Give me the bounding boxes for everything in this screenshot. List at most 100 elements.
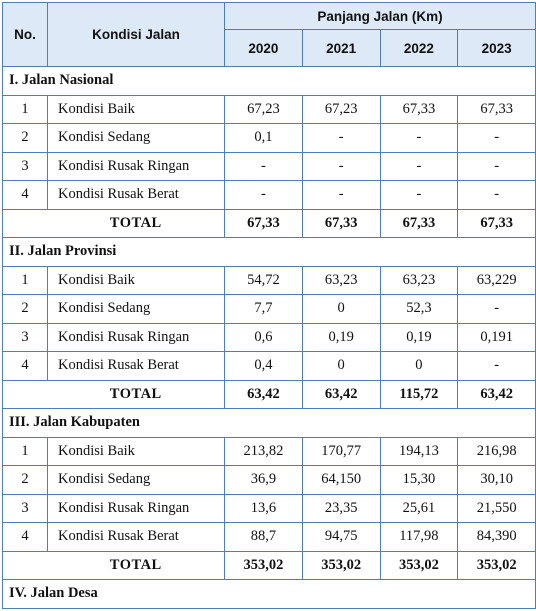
row-number: 3 <box>2 151 48 181</box>
total-value-2023: 67,33 <box>457 208 536 238</box>
table-row: 2 Kondisi Sedang 7,7 0 52,3- <box>2 294 536 324</box>
row-value-2021: 67,23 <box>301 94 381 124</box>
table-row: 4 Kondisi Rusak Berat - - - - <box>2 180 536 210</box>
row-value-2022: 15,30 <box>379 465 459 495</box>
header-no: No. <box>2 2 48 67</box>
total-value-2020: 353,02 <box>224 550 303 580</box>
table-header: No. Kondisi Jalan Panjang Jalan (Km) 202… <box>2 2 536 67</box>
row-value-2023: 0,191 <box>457 322 536 352</box>
section-title: I. Jalan Nasional <box>1 66 536 96</box>
row-kondisi: Kondisi Rusak Ringan <box>47 493 225 523</box>
row-value-2023: - <box>457 351 536 381</box>
total-row: TOTAL 353,02 353,02 353,02 353,02 <box>2 550 536 580</box>
total-value-2022: 67,33 <box>379 208 459 238</box>
row-value-2022: - <box>379 123 459 153</box>
row-value-2023: - <box>457 151 536 181</box>
row-kondisi: Kondisi Sedang <box>47 123 225 153</box>
row-value-2023: - <box>457 294 536 324</box>
total-row: TOTAL 67,33 67,33 67,33 67,33 <box>2 208 536 238</box>
table-row: 3 Kondisi Rusak Ringan 0,6 0,19 0,19 0,191 <box>2 322 536 352</box>
row-value-2020: 0,1 <box>224 123 303 153</box>
row-value-2021: - <box>301 151 381 181</box>
row-value-2023: - <box>457 180 536 210</box>
total-value-2021: 353,02 <box>301 550 381 580</box>
row-kondisi: Kondisi Rusak Berat <box>47 351 225 381</box>
total-label: TOTAL <box>47 208 225 238</box>
row-value-2022: - <box>379 151 459 181</box>
header-year-2021: 2021 <box>301 29 381 67</box>
row-value-2022: 52,3 <box>379 294 459 324</box>
total-blank-cell <box>2 550 48 580</box>
row-kondisi: Kondisi Rusak Ringan <box>47 322 225 352</box>
total-value-2022: 353,02 <box>379 550 459 580</box>
header-year-2020: 2020 <box>224 29 303 67</box>
row-number: 1 <box>2 265 48 295</box>
total-value-2021: 63,42 <box>301 379 381 409</box>
section-row: II. Jalan Provinsi <box>1 237 536 267</box>
row-kondisi: Kondisi Baik <box>47 94 225 124</box>
total-row: TOTAL 63,42 63,42 115,72 63,42 <box>2 379 536 409</box>
row-number: 3 <box>2 322 48 352</box>
section-title: III. Jalan Kabupaten <box>1 408 536 438</box>
row-number: 2 <box>2 465 48 495</box>
row-kondisi: Kondisi Sedang <box>47 465 225 495</box>
row-value-2020: 0,6 <box>224 322 303 352</box>
row-value-2020: 213,82 <box>224 436 303 466</box>
table-row: 4 Kondisi Rusak Berat 0,4 0 0- <box>2 351 536 381</box>
section-row: I. Jalan Nasional <box>1 66 536 96</box>
row-value-2022: 0 <box>379 351 459 381</box>
section-title: IV. Jalan Desa <box>1 579 536 609</box>
total-value-2021: 67,33 <box>301 208 381 238</box>
row-value-2022: 0,19 <box>379 322 459 352</box>
row-value-2021: 0,19 <box>301 322 381 352</box>
row-number: 2 <box>2 123 48 153</box>
row-value-2021: 0 <box>301 294 381 324</box>
table-row: 4 Kondisi Rusak Berat 88,7 94,75 117,98 84,39… <box>2 522 536 552</box>
row-kondisi: Kondisi Baik <box>47 436 225 466</box>
row-value-2023: 84,390 <box>457 522 536 552</box>
row-value-2021: 94,75 <box>301 522 381 552</box>
row-number: 4 <box>2 351 48 381</box>
row-value-2023: - <box>457 123 536 153</box>
total-blank-cell <box>2 208 48 238</box>
row-value-2020: 0,4 <box>224 351 303 381</box>
row-kondisi: Kondisi Rusak Berat <box>47 522 225 552</box>
row-number: 3 <box>2 493 48 523</box>
row-kondisi: Kondisi Baik <box>47 265 225 295</box>
table-row: 3 Kondisi Rusak Ringan 13,6 23,35 25,61 21,55… <box>2 493 536 523</box>
row-value-2020: 54,72 <box>224 265 303 295</box>
table-row: 1 Kondisi Baik 213,82 170,77 194,13 216,98 <box>2 436 536 466</box>
row-value-2021: 64,150 <box>301 465 381 495</box>
row-kondisi: Kondisi Sedang <box>47 294 225 324</box>
row-value-2021: - <box>301 123 381 153</box>
row-value-2020: - <box>224 151 303 181</box>
header-panjang: Panjang Jalan (Km) <box>223 2 536 30</box>
row-value-2022: 67,33 <box>379 94 459 124</box>
row-number: 4 <box>2 522 48 552</box>
row-value-2023: 21,550 <box>457 493 536 523</box>
row-value-2020: 7,7 <box>224 294 303 324</box>
row-value-2021: 170,77 <box>301 436 381 466</box>
section-title: II. Jalan Provinsi <box>1 237 536 267</box>
row-kondisi: Kondisi Rusak Ringan <box>47 151 225 181</box>
total-value-2023: 353,02 <box>457 550 536 580</box>
total-label: TOTAL <box>47 550 225 580</box>
row-value-2020: - <box>224 180 303 210</box>
row-kondisi: Kondisi Rusak Berat <box>47 180 225 210</box>
row-number: 2 <box>2 294 48 324</box>
row-number: 4 <box>2 180 48 210</box>
row-value-2021: 23,35 <box>301 493 381 523</box>
total-label: TOTAL <box>47 379 225 409</box>
row-value-2020: 67,23 <box>224 94 303 124</box>
row-value-2021: 63,23 <box>301 265 381 295</box>
section-row: IV. Jalan Desa <box>1 579 536 609</box>
table-row: 2 Kondisi Sedang 0,1- - - <box>2 123 536 153</box>
row-value-2020: 13,6 <box>224 493 303 523</box>
row-value-2023: 216,98 <box>457 436 536 466</box>
row-number: 1 <box>2 436 48 466</box>
table-row: 1 Kondisi Baik 67,23 67,23 67,33 67,33 <box>2 94 536 124</box>
row-value-2023: 30,10 <box>457 465 536 495</box>
section-row: III. Jalan Kabupaten <box>1 408 536 438</box>
row-value-2022: 25,61 <box>379 493 459 523</box>
